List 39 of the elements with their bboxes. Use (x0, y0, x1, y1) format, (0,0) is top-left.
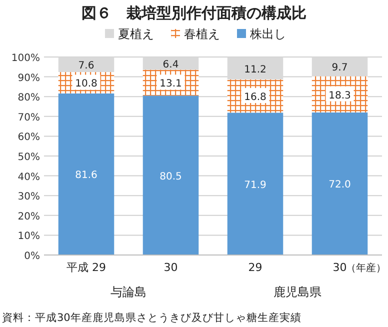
bar (312, 112, 368, 255)
legend-label: 夏植え (118, 27, 154, 41)
data-label: 9.7 (332, 62, 348, 74)
data-label: 13.1 (160, 78, 182, 90)
data-label: 10.8 (75, 78, 98, 90)
bar (227, 112, 284, 255)
text: 資料：平成30年産鹿児島県さとうきび及び甘しゃ糖生産実績 (2, 311, 302, 324)
data-label: 81.6 (75, 170, 98, 182)
x-tick-label: 平成 29 (66, 261, 106, 274)
y-tick-label: 70% (18, 112, 40, 124)
data-label: 16.8 (244, 92, 266, 104)
y-tick-label: 30% (18, 192, 40, 203)
y-tick-label: 10% (18, 231, 40, 242)
x-axis-title: （年産） (346, 262, 386, 274)
y-tick-label: 0% (24, 251, 40, 262)
y-tick-label: 20% (18, 211, 40, 222)
bar (142, 96, 199, 255)
text: 与論島 (110, 285, 146, 299)
legend-label: 春植え (184, 27, 220, 41)
y-tick-label: 50% (18, 152, 40, 163)
y-tick-label: 40% (18, 172, 40, 183)
data-label: 7.6 (78, 60, 94, 72)
data-label: 11.2 (244, 64, 266, 76)
data-label: 71.9 (244, 180, 266, 191)
y-tick-label: 80% (18, 92, 40, 104)
data-label: 6.4 (162, 59, 179, 70)
text: 鹿児島県 (274, 285, 322, 299)
chart-title: 図６ 栽培型別作付面積の構成比 (82, 4, 306, 22)
data-label: 80.5 (160, 171, 182, 182)
x-tick-label: 30 (164, 261, 178, 274)
y-tick-label: 100% (11, 53, 40, 64)
data-label: 72.0 (328, 180, 351, 191)
x-tick-label: 30 (332, 261, 347, 274)
data-label: 18.3 (328, 90, 351, 102)
legend-label: 株出し (249, 27, 286, 41)
bar (58, 93, 114, 255)
y-tick-label: 90% (18, 72, 40, 84)
x-tick-label: 29 (248, 261, 262, 274)
y-tick-label: 60% (18, 132, 40, 144)
